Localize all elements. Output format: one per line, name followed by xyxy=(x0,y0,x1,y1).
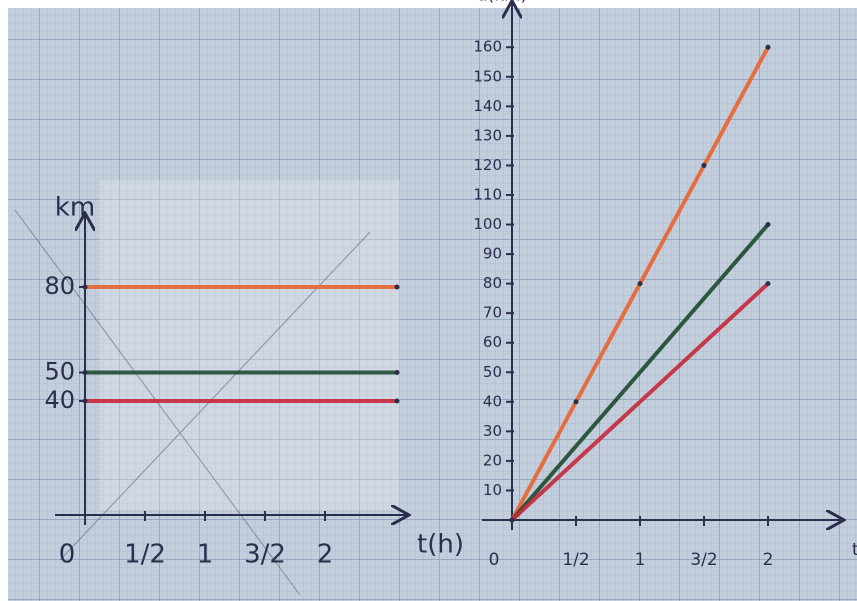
y-axis-label: d(km) xyxy=(477,0,527,6)
data-point xyxy=(638,281,643,286)
x-tick-label: 1 xyxy=(197,540,214,570)
y-tick-label: 50 xyxy=(44,358,75,386)
data-point xyxy=(702,163,707,168)
x-axis-label: t(h) xyxy=(417,530,464,560)
data-point xyxy=(766,281,771,286)
x-tick-label: 1/2 xyxy=(562,550,589,570)
y-tick-label: 90 xyxy=(483,245,502,263)
photo: kmt(h)40508001/213/22d(km)t(h)1020304050… xyxy=(0,0,857,601)
x-axis-label: t(h) xyxy=(852,540,857,560)
eraser-smudge xyxy=(100,180,400,510)
data-point xyxy=(83,399,88,404)
y-tick-label: 130 xyxy=(473,126,502,144)
y-tick-label: 60 xyxy=(483,333,502,351)
x-tick-label: 2 xyxy=(317,540,334,570)
y-tick-label: 20 xyxy=(483,451,502,469)
y-tick-label: 120 xyxy=(473,156,502,174)
y-tick-label: 140 xyxy=(473,97,502,115)
x-tick-label: 2 xyxy=(763,550,774,570)
x-tick-label: 3/2 xyxy=(690,550,717,570)
data-point xyxy=(395,285,400,290)
y-tick-label: 80 xyxy=(44,272,75,300)
data-point xyxy=(766,45,771,50)
y-tick-label: 10 xyxy=(483,481,502,499)
y-tick-label: 30 xyxy=(483,422,502,440)
data-point xyxy=(766,222,771,227)
x-tick-label: 1 xyxy=(635,550,646,570)
y-tick-label: 40 xyxy=(44,386,75,414)
y-tick-label: 50 xyxy=(483,363,502,381)
data-point xyxy=(510,518,515,523)
x-tick-label: 3/2 xyxy=(244,540,286,570)
data-point xyxy=(83,370,88,375)
y-tick-label: 70 xyxy=(483,304,502,322)
y-axis-label: km xyxy=(55,193,95,223)
data-point xyxy=(395,370,400,375)
page: kmt(h)40508001/213/22d(km)t(h)1020304050… xyxy=(0,0,857,601)
x-tick-label: 0 xyxy=(489,550,500,570)
x-tick-label: 0 xyxy=(59,540,76,570)
y-tick-label: 40 xyxy=(483,392,502,410)
data-point xyxy=(574,399,579,404)
y-tick-label: 160 xyxy=(473,38,502,56)
y-tick-label: 110 xyxy=(473,185,502,203)
data-point xyxy=(83,285,88,290)
data-point xyxy=(395,399,400,404)
y-tick-label: 150 xyxy=(473,67,502,85)
y-tick-label: 80 xyxy=(483,274,502,292)
y-tick-label: 100 xyxy=(473,215,502,233)
x-tick-label: 1/2 xyxy=(124,540,166,570)
